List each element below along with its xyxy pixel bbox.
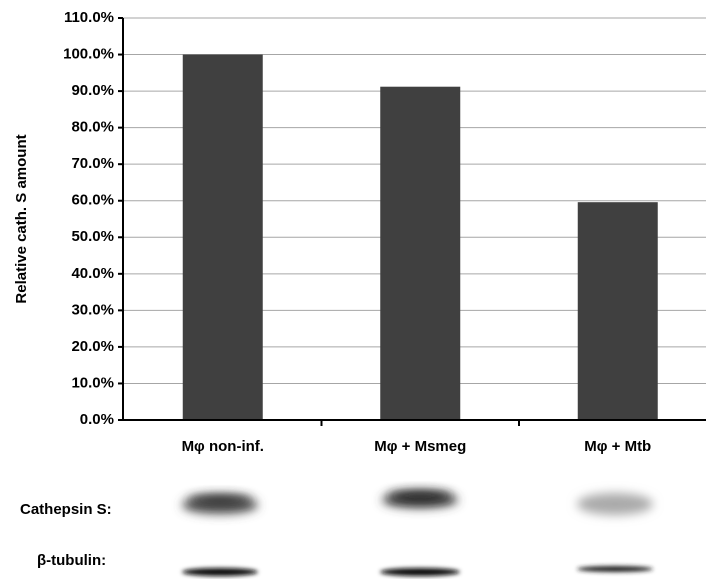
y-tick-label: 50.0% bbox=[71, 228, 114, 245]
band bbox=[182, 568, 258, 576]
blot-label: Cathepsin S: bbox=[20, 501, 112, 518]
y-tick-label: 20.0% bbox=[71, 338, 114, 355]
bar bbox=[183, 55, 263, 420]
y-tick-label: 70.0% bbox=[71, 155, 114, 172]
y-tick-label: 30.0% bbox=[71, 301, 114, 318]
band bbox=[577, 493, 653, 515]
y-tick-label: 10.0% bbox=[71, 374, 114, 391]
y-tick-label: 100.0% bbox=[63, 46, 114, 63]
y-tick-label: 40.0% bbox=[71, 265, 114, 282]
y-tick-label: 110.0% bbox=[64, 9, 114, 26]
y-tick-label: 0.0% bbox=[80, 411, 114, 428]
band bbox=[188, 495, 252, 505]
y-tick-label: 80.0% bbox=[71, 119, 114, 136]
y-tick-label: 60.0% bbox=[71, 192, 114, 209]
page: {"chart_data": {"type": "bar", "ylabel":… bbox=[0, 0, 706, 579]
y-axis-title: Relative cath. S amount bbox=[13, 134, 30, 303]
y-tick-label: 90.0% bbox=[71, 82, 114, 99]
x-tick-label: Mφ non-inf. bbox=[182, 438, 264, 455]
chart: Relative cath. S amount Cathepsin S: β-t… bbox=[0, 0, 706, 579]
x-tick-label: Mφ + Msmeg bbox=[374, 438, 466, 455]
band bbox=[388, 491, 452, 501]
blot-label: β-tubulin: bbox=[37, 552, 106, 569]
bar bbox=[578, 202, 658, 420]
x-tick-label: Mφ + Mtb bbox=[584, 438, 651, 455]
blot-bands bbox=[182, 491, 653, 576]
band bbox=[380, 568, 460, 576]
band bbox=[577, 566, 653, 572]
bar bbox=[380, 87, 460, 420]
